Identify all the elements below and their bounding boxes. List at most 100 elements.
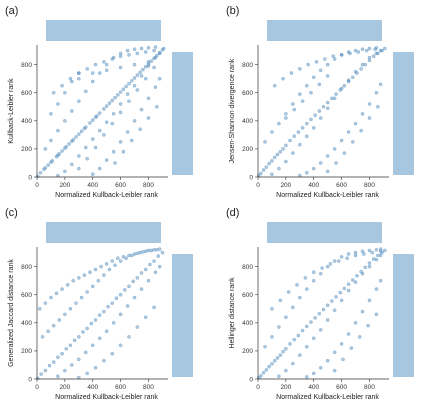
x-axis-label: Normalized Kullback-Leibler rank [276, 394, 379, 401]
data-point [129, 138, 134, 143]
y-tick-label: 600 [21, 90, 32, 97]
data-point [149, 248, 154, 253]
data-point [355, 273, 359, 278]
data-point [357, 335, 362, 339]
data-point [325, 264, 330, 269]
data-point [367, 248, 372, 253]
data-point [49, 138, 53, 143]
data-point [118, 102, 123, 106]
data-point [318, 271, 323, 276]
data-point [111, 321, 116, 325]
data-point [88, 270, 92, 275]
data-point [383, 46, 387, 51]
data-point [155, 248, 159, 252]
data-point [317, 82, 322, 87]
data-point [132, 76, 137, 80]
data-point [121, 255, 126, 259]
data-point [110, 351, 115, 356]
data-point [93, 62, 98, 67]
data-point [353, 250, 358, 255]
data-point [157, 51, 162, 56]
data-point [345, 256, 349, 261]
data-point [143, 76, 148, 81]
data-point [155, 104, 159, 109]
data-point [113, 263, 117, 268]
data-point [277, 374, 281, 378]
data-point [353, 69, 358, 74]
data-point [57, 152, 62, 156]
data-point [97, 166, 102, 171]
data-point [90, 172, 95, 176]
data-point [97, 71, 102, 75]
data-point [278, 298, 283, 303]
data-point [74, 301, 78, 305]
y-tick-label: 400 [21, 320, 32, 327]
data-point [77, 99, 81, 103]
data-point [111, 149, 116, 154]
data-point [291, 102, 295, 106]
data-point [281, 349, 285, 354]
data-point [43, 166, 48, 170]
data-point [57, 318, 62, 322]
data-point [311, 75, 316, 80]
data-point [353, 121, 358, 126]
data-point [110, 259, 115, 263]
data-point [70, 109, 74, 113]
data-point [320, 266, 324, 270]
data-point [116, 256, 120, 261]
data-point [102, 107, 106, 111]
data-point [311, 126, 316, 130]
x-tick-label: 600 [336, 182, 347, 189]
y-tick-label: 400 [242, 118, 253, 125]
data-point [143, 249, 148, 254]
data-point [90, 118, 95, 122]
data-point [332, 147, 337, 151]
x-tick-label: 600 [115, 384, 126, 391]
y-tick-label: 200 [242, 348, 253, 355]
data-point [325, 74, 330, 78]
data-point [135, 276, 140, 280]
data-point [346, 78, 351, 82]
x-tick-label: 0 [35, 384, 39, 391]
data-point [77, 132, 81, 136]
data-point [317, 311, 322, 316]
data-point [141, 67, 145, 72]
data-point [342, 151, 347, 155]
data-point [341, 357, 345, 362]
data-point [367, 261, 372, 265]
data-point [318, 116, 323, 120]
x-tick-label: 0 [256, 384, 260, 391]
data-point [49, 112, 53, 116]
data-point [129, 79, 134, 83]
data-point [339, 342, 344, 346]
data-point [127, 81, 131, 86]
scatter-panel: (b) 0 200 400 600 800 0 200 400 600 800 Normalized … [226, 5, 414, 199]
data-point [139, 46, 144, 51]
x-axis-label: Normalized Kullback-Leibler rank [55, 394, 158, 401]
data-point [363, 62, 368, 67]
data-point [51, 360, 56, 364]
y-tick-label: 800 [242, 264, 253, 271]
data-point [284, 116, 288, 120]
data-point [83, 125, 88, 129]
data-point [367, 58, 372, 63]
data-point [304, 121, 309, 126]
data-point [328, 262, 333, 266]
data-point [339, 298, 344, 303]
y-tick-label: 800 [21, 264, 32, 271]
data-point [298, 353, 302, 357]
data-point [60, 287, 64, 291]
data-point [332, 308, 337, 312]
data-point [83, 350, 88, 355]
data-point [378, 249, 383, 254]
data-point [96, 278, 101, 283]
data-point [261, 168, 266, 172]
data-point [65, 283, 70, 287]
data-point [125, 48, 130, 53]
data-point [331, 54, 336, 59]
panel-letter: (c) [5, 207, 18, 219]
y-axis-label: Kullback-Leibler rank [8, 78, 15, 144]
data-point [131, 279, 135, 284]
data-point [349, 346, 354, 350]
